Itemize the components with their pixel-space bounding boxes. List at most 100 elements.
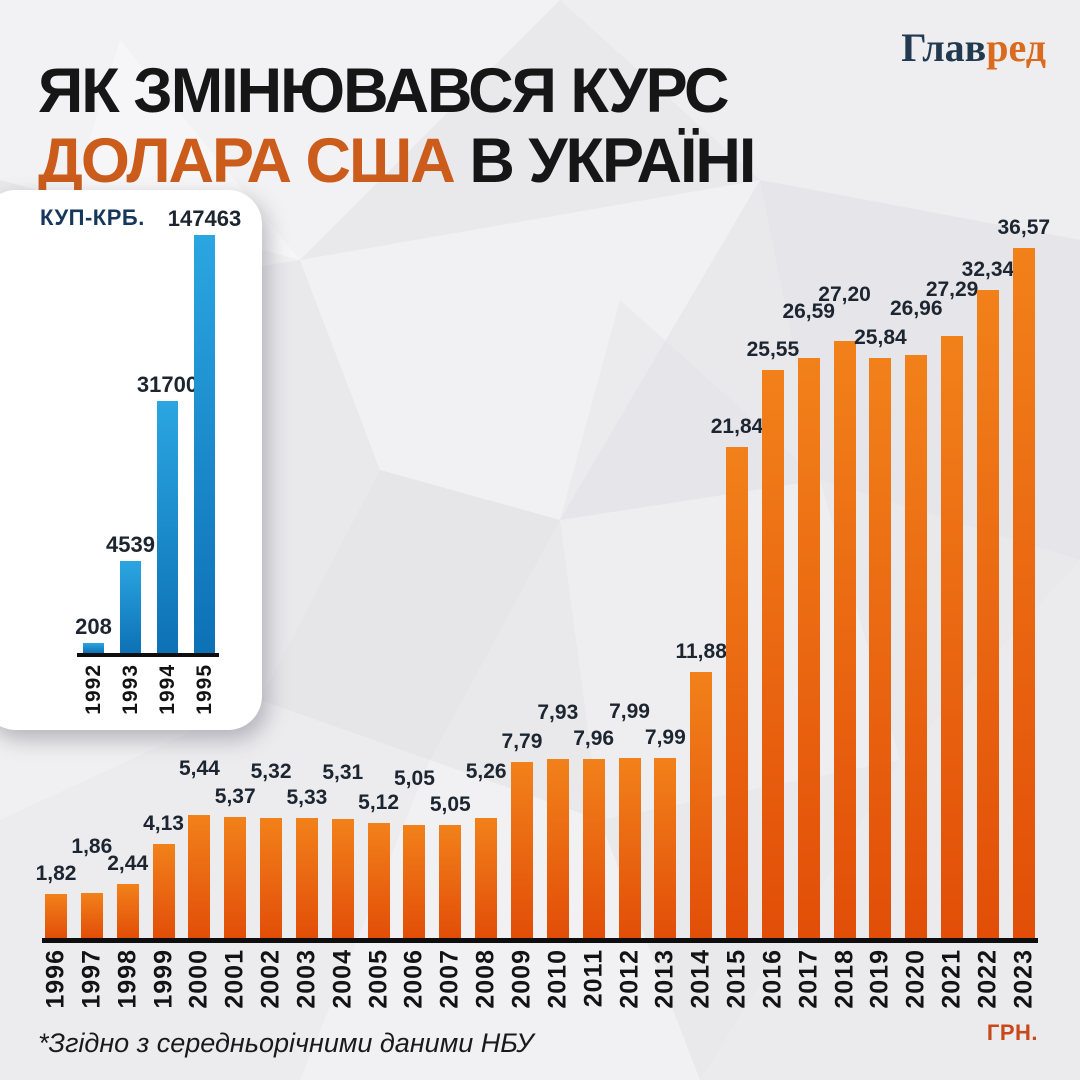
bar-group-2019: 25,84 2019: [854, 326, 907, 1009]
year-label-2013: 2013: [650, 949, 679, 1009]
bar-2008: [475, 818, 498, 938]
bar-2018: [833, 341, 856, 938]
currency-unit-label: ГРН.: [986, 1020, 1038, 1045]
value-label-1992: 208: [75, 614, 112, 639]
bar-group-2006: 5,05 2006: [394, 767, 435, 1009]
bar-1998: [116, 884, 139, 938]
bar-group-2007: 5,05 2007: [430, 793, 471, 1009]
year-label-2022: 2022: [973, 949, 1002, 1009]
bar-2015: [726, 447, 749, 938]
value-label-1994: 31700: [136, 372, 199, 397]
bar-group-1992: 208 1992: [75, 615, 112, 715]
bar-group-1996: 1,82 1996: [36, 862, 77, 1009]
year-label-2021: 2021: [937, 949, 966, 1009]
value-label-2003: 5,33: [286, 786, 328, 809]
karbovanets-inset-card: КУП-КРБ. 208 1992 4539 1993 31700 1994 147463 1…: [0, 190, 262, 730]
value-label-2004: 5,31: [322, 761, 364, 784]
bar-group-2004: 5,31 2004: [322, 761, 363, 1009]
value-label-2008: 5,26: [465, 760, 507, 783]
bar-1996: [45, 894, 67, 938]
bar-group-2017: 26,59 2017: [782, 300, 835, 1009]
year-label-2004: 2004: [328, 949, 357, 1009]
bar-group-2003: 5,33 2003: [286, 786, 327, 1009]
year-label-1998: 1998: [113, 949, 142, 1009]
value-label-1995: 147463: [167, 206, 242, 231]
page-title: ЯК ЗМІНЮВАВСЯ КУРС ДОЛАРА США В УКРАЇНІ: [38, 56, 756, 197]
bar-group-2021: 27,29 2021: [926, 278, 979, 1009]
bar-2006: [403, 825, 426, 938]
value-label-2001: 5,37: [214, 785, 256, 808]
page-title-line2-rest: В УКРАЇНІ: [469, 126, 756, 197]
value-label-2015: 21,84: [710, 415, 764, 438]
value-label-2013: 7,99: [644, 726, 686, 749]
bar-1994: [157, 401, 178, 653]
value-label-2005: 5,12: [358, 791, 400, 814]
bar-group-2000: 5,44 2000: [179, 757, 220, 1009]
value-label-1996: 1,82: [35, 862, 77, 885]
bar-1997: [80, 893, 103, 938]
bar-1992: [83, 643, 104, 653]
bar-2010: [546, 759, 569, 938]
value-label-2010: 7,93: [537, 701, 579, 724]
value-label-2012: 7,99: [609, 700, 650, 723]
value-label-2016: 25,55: [746, 338, 800, 361]
bar-2009: [510, 762, 533, 938]
value-label-2000: 5,44: [178, 757, 220, 780]
year-label-2003: 2003: [292, 949, 321, 1009]
bar-2004: [331, 819, 354, 938]
bar-2001: [224, 817, 247, 938]
bar-2013: [654, 758, 677, 938]
value-label-1997: 1,86: [71, 835, 113, 858]
value-label-2006: 5,05: [394, 767, 435, 790]
year-label-2005: 2005: [364, 949, 393, 1009]
value-label-2019: 25,84: [854, 326, 907, 349]
bar-2007: [439, 825, 462, 938]
value-label-2014: 11,88: [675, 640, 727, 663]
bar-group-2005: 5,12 2005: [358, 791, 399, 1009]
year-label-2014: 2014: [686, 949, 715, 1009]
year-label-2000: 2000: [184, 949, 213, 1009]
value-label-2007: 5,05: [429, 793, 471, 816]
logo-part-navy: Глав: [901, 25, 987, 70]
bar-group-1997: 1,86 1997: [71, 835, 112, 1009]
year-label-1999: 1999: [149, 949, 178, 1009]
bar-2011: [582, 759, 605, 938]
bar-group-2013: 7,99 2013: [645, 726, 686, 1009]
bar-2005: [367, 823, 390, 938]
value-label-2002: 5,32: [250, 760, 292, 783]
bar-group-2016: 25,55 2016: [747, 338, 800, 1009]
year-label-1995: 1995: [192, 664, 216, 715]
value-label-1993: 4539: [106, 532, 155, 557]
year-label-1994: 1994: [155, 664, 179, 715]
year-label-2009: 2009: [507, 949, 536, 1009]
bar-group-2010: 7,93 2010: [537, 701, 578, 1009]
usd-krb-bar-chart: 208 1992 4539 1993 31700 1994 147463 1995: [75, 190, 241, 715]
year-label-2006: 2006: [399, 949, 428, 1009]
bar-1995: [194, 235, 215, 653]
year-label-2001: 2001: [220, 949, 249, 1009]
bar-2012: [618, 758, 641, 938]
value-label-1999: 4,13: [143, 812, 184, 835]
glavred-logo: Главред: [901, 24, 1046, 71]
year-label-2017: 2017: [794, 949, 823, 1009]
bar-group-2022: 32,34 2022: [962, 258, 1015, 1009]
bar-group-2023: 36,57 2023: [998, 216, 1051, 1009]
bar-group-1994: 31700 1994: [137, 373, 198, 715]
bar-group-2015: 21,84 2015: [711, 415, 764, 1009]
bar-2022: [976, 290, 999, 938]
bar-group-2018: 27,20 2018: [818, 283, 871, 1009]
year-label-2007: 2007: [435, 949, 464, 1009]
bar-group-2008: 5,26 2008: [466, 760, 507, 1009]
bar-2023: [1012, 248, 1035, 938]
year-label-2015: 2015: [722, 949, 751, 1009]
year-label-1993: 1993: [118, 664, 142, 715]
year-label-2018: 2018: [830, 949, 859, 1009]
year-label-1997: 1997: [77, 949, 106, 1009]
bar-group-2012: 7,99 2012: [609, 700, 650, 1009]
year-label-2011: 2011: [579, 949, 608, 1008]
bar-group-2009: 7,79 2009: [502, 730, 543, 1009]
bar-group-2020: 26,96 2020: [890, 297, 943, 1009]
bar-group-2001: 5,37 2001: [215, 785, 256, 1009]
bar-group-2014: 11,88 2014: [675, 640, 726, 1009]
value-label-2018: 27,20: [818, 283, 871, 306]
